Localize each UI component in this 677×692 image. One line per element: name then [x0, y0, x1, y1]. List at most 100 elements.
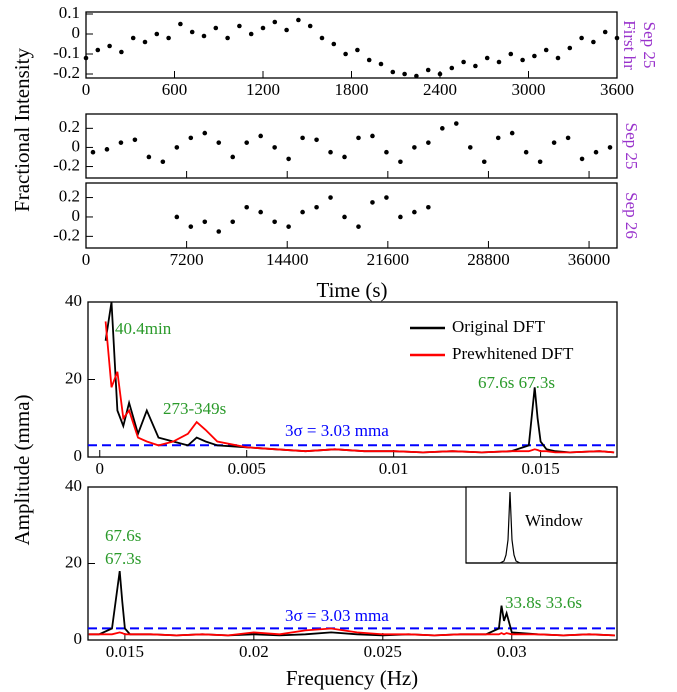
y-tick-label: 0.2 — [59, 186, 80, 205]
plot-frame — [85, 113, 618, 179]
x-tick-label: 0.01 — [379, 459, 409, 478]
spectrum-line — [88, 627, 615, 637]
data-point — [307, 23, 313, 29]
side-label: First hr — [620, 20, 639, 70]
y-tick-label: 20 — [65, 368, 82, 387]
annotation: 33.8s 33.6s — [505, 593, 582, 612]
data-point — [614, 35, 620, 41]
data-point — [437, 71, 443, 77]
data-point — [537, 159, 543, 165]
data-point — [461, 59, 466, 65]
data-point — [104, 147, 110, 152]
x-tick-label: 14400 — [266, 250, 309, 269]
data-point — [260, 25, 266, 31]
data-point — [343, 51, 348, 57]
y-tick-label: 0.2 — [59, 117, 80, 136]
data-point — [272, 145, 277, 150]
y-axis-title: Fractional Intensity — [10, 48, 34, 212]
x-tick-label: 0 — [82, 250, 91, 269]
x-tick-label: 3000 — [512, 80, 546, 99]
y-axis-title: Amplitude (mma) — [10, 394, 34, 545]
data-point — [425, 67, 431, 73]
data-point — [188, 135, 194, 141]
data-point — [225, 35, 230, 41]
y-tick-label: 0 — [72, 206, 81, 225]
data-point — [230, 219, 236, 225]
data-point — [230, 154, 236, 160]
data-point — [328, 149, 333, 155]
x-tick-label: 0.025 — [364, 642, 402, 661]
data-point — [319, 35, 325, 41]
annotation: 40.4min — [115, 319, 172, 338]
data-point — [426, 140, 431, 145]
side-label: Sep 26 — [622, 192, 641, 239]
data-point — [244, 140, 249, 145]
x-tick-label: 0 — [96, 459, 105, 478]
data-point — [551, 140, 557, 145]
data-point — [342, 154, 347, 160]
data-point — [83, 55, 89, 61]
inset-frame — [465, 486, 618, 564]
data-point — [178, 21, 183, 27]
data-point — [467, 145, 473, 150]
legend-label: Original DFT — [452, 317, 546, 336]
data-point — [426, 204, 431, 210]
data-point — [119, 49, 124, 55]
data-point — [213, 25, 219, 31]
data-point — [248, 31, 254, 37]
data-point — [508, 51, 514, 57]
data-point — [258, 209, 263, 215]
annotation: 67.3s — [105, 549, 141, 568]
data-point — [166, 35, 171, 41]
x-tick-label: 600 — [162, 80, 188, 99]
data-point — [314, 204, 319, 210]
inset-curve — [466, 491, 617, 564]
data-point — [454, 121, 459, 126]
annotation: 273-349s — [163, 399, 226, 418]
y-tick-label: -0.2 — [53, 63, 80, 82]
data-point — [356, 135, 361, 141]
data-point — [95, 47, 101, 53]
data-point — [130, 35, 136, 41]
data-point — [565, 135, 571, 141]
x-axis-title: Frequency (Hz) — [286, 666, 418, 690]
data-point — [607, 145, 613, 150]
x-tick-label: 1800 — [335, 80, 369, 99]
x-axis-title: Time (s) — [317, 278, 388, 302]
y-tick-label: 0 — [74, 629, 83, 648]
x-tick-label: 0.03 — [497, 642, 527, 661]
data-point — [342, 214, 347, 220]
threshold-label: 3σ = 3.03 mma — [285, 606, 389, 625]
data-point — [142, 39, 148, 45]
data-point — [286, 224, 291, 229]
data-point — [495, 135, 501, 141]
data-point — [412, 145, 417, 150]
data-point — [132, 137, 138, 143]
y-tick-label: 0.1 — [59, 3, 80, 22]
panel: 0.10-0.1-0.20 600 1200 1800 2400 3000 3600Firs… — [53, 3, 659, 99]
panel: 0 20 40 0.015 0.02 0.025 0.03 Frequency (Hz) 3σ … — [65, 476, 618, 690]
data-point — [300, 209, 305, 215]
data-point — [160, 159, 166, 165]
data-point — [567, 45, 573, 51]
data-point — [286, 156, 291, 162]
annotation: 67.6s 67.3s — [478, 373, 555, 392]
plot-frame — [85, 182, 618, 249]
data-point — [449, 65, 455, 71]
x-tick-label: 0.015 — [521, 459, 559, 478]
data-point — [370, 200, 375, 205]
annotation: 67.6s — [105, 526, 141, 545]
side-label: Sep 25 — [640, 22, 659, 69]
x-tick-label: 28800 — [467, 250, 510, 269]
x-tick-label: 0.02 — [239, 642, 269, 661]
data-point — [216, 140, 222, 145]
legend-label: Prewhitened DFT — [452, 344, 574, 363]
data-point — [174, 214, 180, 220]
data-point — [90, 149, 96, 155]
side-label: Sep 25 — [622, 123, 641, 170]
data-point — [284, 27, 289, 33]
x-tick-label: 2400 — [423, 80, 457, 99]
data-point — [591, 39, 596, 45]
data-point — [258, 133, 263, 139]
